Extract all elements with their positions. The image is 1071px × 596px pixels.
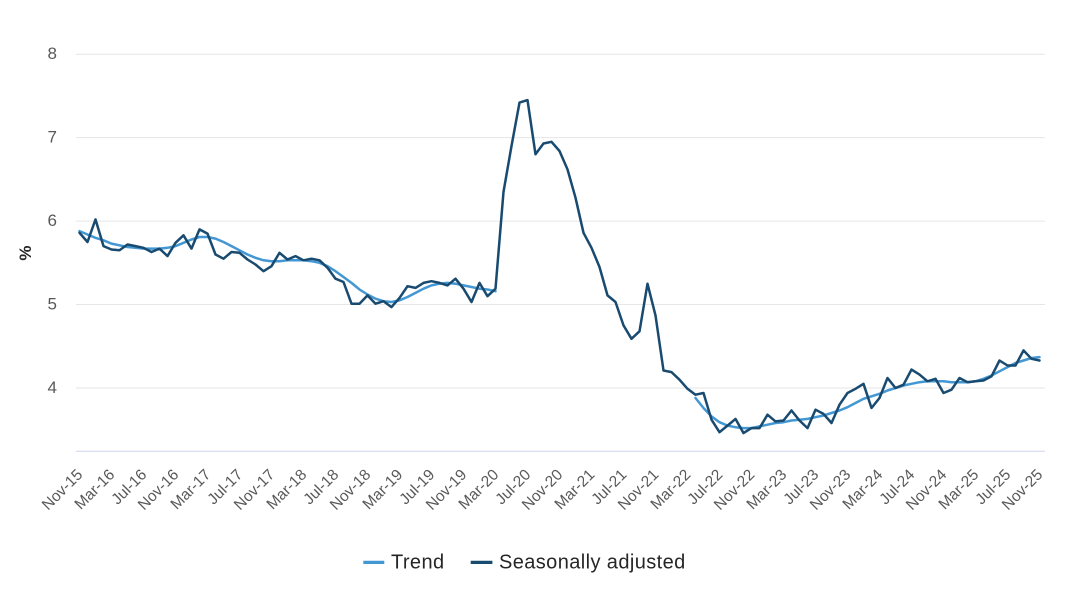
svg-text:7: 7 <box>48 128 57 147</box>
svg-text:4: 4 <box>48 378 57 397</box>
svg-text:Trend: Trend <box>391 552 445 574</box>
svg-text:6: 6 <box>48 211 57 230</box>
svg-text:8: 8 <box>48 44 57 63</box>
svg-text:%: % <box>16 245 35 260</box>
svg-text:5: 5 <box>48 295 57 314</box>
svg-text:Seasonally adjusted: Seasonally adjusted <box>499 552 686 574</box>
